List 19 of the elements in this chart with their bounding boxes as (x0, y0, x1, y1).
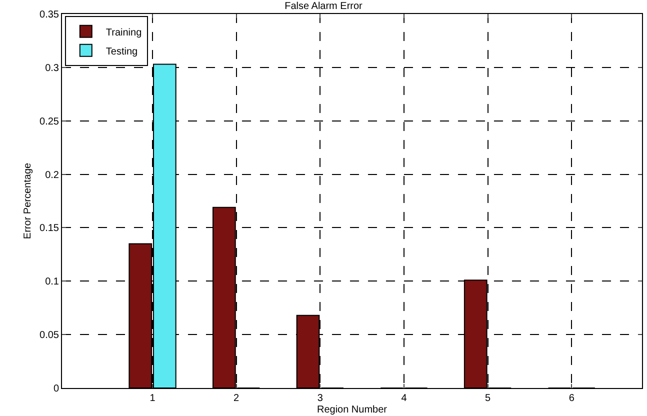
legend-label: Training (106, 27, 142, 38)
y-tick-label: 0.25 (40, 116, 60, 128)
x-tick-label: 4 (401, 393, 408, 404)
y-axis-title: Error Percentage (22, 162, 34, 240)
x-tick-label: 3 (317, 393, 324, 404)
x-tick-label: 1 (150, 393, 156, 404)
y-tick-label: 0.15 (40, 223, 60, 234)
x-tick-label: 5 (485, 393, 491, 404)
y-tick-label: 0.2 (45, 170, 60, 181)
legend-label: Testing (106, 46, 138, 58)
x-axis-title: Region Number (316, 404, 388, 416)
y-tick-label: 0.1 (45, 276, 60, 288)
y-tick-label: 0.3 (45, 62, 60, 74)
x-tick-label: 6 (568, 393, 575, 404)
y-tick-label: 0.05 (40, 330, 60, 342)
chart-title: False Alarm Error (284, 1, 364, 12)
y-tick-label: 0.35 (40, 10, 60, 20)
x-tick-label: 2 (234, 393, 240, 404)
y-tick-label: 0 (53, 384, 60, 394)
